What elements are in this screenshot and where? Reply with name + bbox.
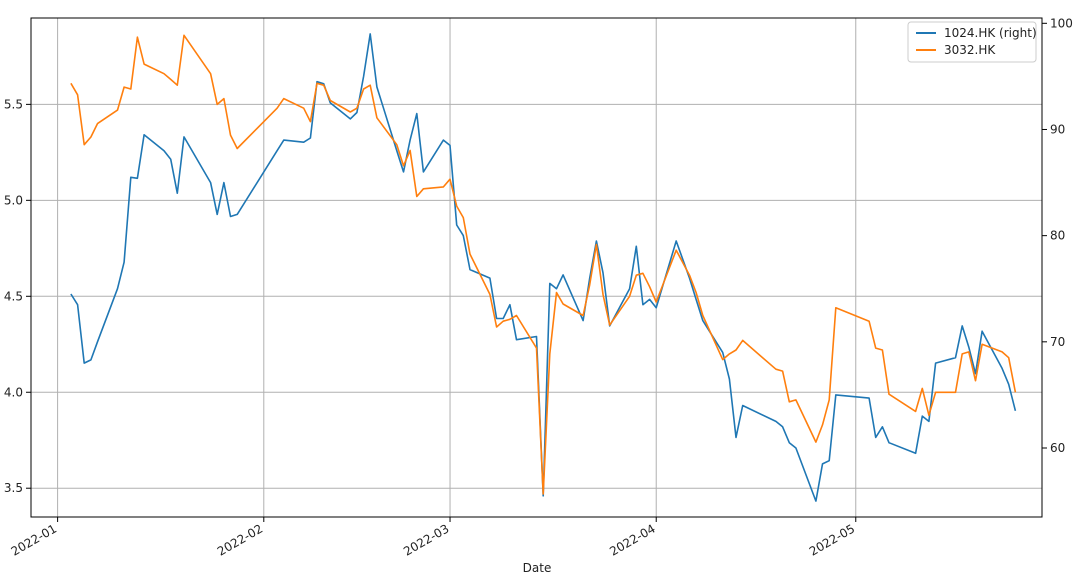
x-tick-label: 2022-04 <box>607 521 657 558</box>
x-tick-label: 2022-03 <box>401 521 451 558</box>
y-left-tick-label: 3.5 <box>4 481 23 495</box>
y-right-tick-label: 60 <box>1050 441 1065 455</box>
plot-frame <box>30 17 1043 518</box>
y-right-tick-label: 70 <box>1050 335 1065 349</box>
series-line-1024 <box>70 33 1017 502</box>
legend-label-3032: 3032.HK <box>944 43 996 57</box>
legend-label-1024: 1024.HK (right) <box>944 26 1037 40</box>
y-left-tick-label: 4.0 <box>4 385 23 399</box>
x-tick-label: 2022-05 <box>807 521 857 558</box>
y-right-tick-label: 80 <box>1050 229 1065 243</box>
legend[interactable]: 1024.HK (right) 3032.HK <box>907 21 1037 63</box>
left-y-axis: 3.5 4.0 4.5 5.0 5.5 <box>4 97 31 495</box>
x-tick-label: 2022-01 <box>9 521 59 558</box>
series-line-3032 <box>70 34 1017 495</box>
x-axis-title: Date <box>523 561 552 575</box>
y-right-tick-label: 90 <box>1050 122 1065 136</box>
y-left-tick-label: 4.5 <box>4 289 23 303</box>
series-lines <box>70 33 1017 502</box>
x-axis: 2022-01 2022-02 2022-03 2022-04 2022-05 <box>9 517 857 559</box>
y-left-tick-label: 5.5 <box>4 97 23 111</box>
grid <box>31 18 1042 517</box>
x-tick-label: 2022-02 <box>215 521 265 558</box>
right-y-axis: 60 70 80 90 100 <box>1042 16 1073 455</box>
y-right-tick-label: 100 <box>1050 16 1073 30</box>
legend-box <box>907 21 1037 63</box>
y-left-tick-label: 5.0 <box>4 193 23 207</box>
